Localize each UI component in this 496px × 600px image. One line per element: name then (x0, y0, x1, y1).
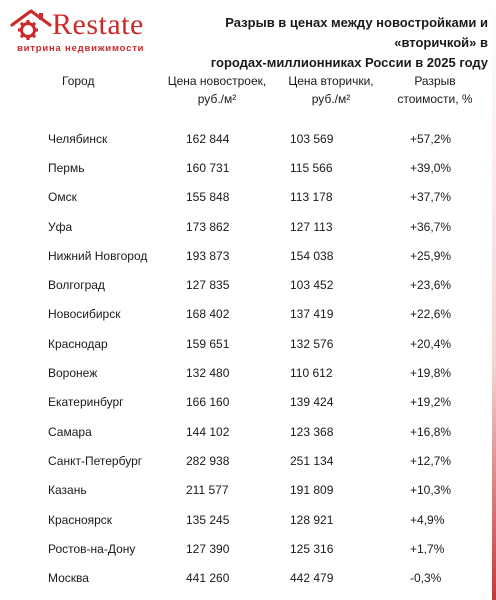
cell-price-gap: +19,8% (410, 366, 452, 381)
cell-price-gap: +12,7% (410, 453, 452, 468)
cell-new-price: 162 844 (186, 131, 230, 146)
cell-new-price: 441 260 (186, 571, 230, 586)
title-line-2: городах-миллионниках России в 2025 году (210, 55, 488, 70)
table-row: Омск 155 848 113 178 +37,7% (40, 183, 480, 212)
cell-city: Ростов-на-Дону (48, 541, 136, 556)
cell-secondary-price: 251 134 (290, 453, 334, 468)
table-row: Краснодар 159 651 132 576 +20,4% (40, 329, 480, 358)
cell-price-gap: +25,9% (410, 248, 452, 263)
cell-new-price: 211 577 (186, 483, 229, 498)
header-new-price: Цена новостроек, руб./м² (167, 74, 267, 106)
cell-new-price: 144 102 (186, 424, 230, 439)
table-row: Пермь 160 731 115 566 +39,0% (40, 153, 480, 182)
table-row: Екатеринбург 166 160 139 424 +19,2% (40, 388, 480, 417)
cell-city: Нижний Новгород (48, 248, 148, 263)
brand-logo: Restate витрина недвижимости (8, 8, 168, 54)
table-header-row: Город Цена новостроек, руб./м² Цена втор… (40, 72, 480, 124)
cell-city: Новосибирск (48, 307, 121, 322)
cell-price-gap: +37,7% (410, 190, 452, 205)
cell-secondary-price: 127 113 (290, 219, 333, 234)
cell-city: Омск (48, 190, 77, 205)
cell-price-gap: +1,7% (410, 541, 445, 556)
cell-city: Краснодар (48, 336, 108, 351)
cell-secondary-price: 154 038 (290, 248, 334, 263)
cell-city: Екатеринбург (48, 395, 124, 410)
table-row: Казань 211 577 191 809 +10,3% (40, 476, 480, 505)
table-row: Челябинск 162 844 103 569 +57,2% (40, 124, 480, 153)
cell-new-price: 193 873 (186, 248, 230, 263)
table-row: Красноярск 135 245 128 921 +4,9% (40, 505, 480, 534)
cell-price-gap: +16,8% (410, 424, 452, 439)
table-row: Ростов-на-Дону 127 390 125 316 +1,7% (40, 534, 480, 563)
table-row: Волгоград 127 835 103 452 +23,6% (40, 270, 480, 299)
cell-new-price: 155 848 (186, 190, 230, 205)
cell-city: Челябинск (48, 131, 108, 146)
cell-price-gap: +22,6% (410, 307, 452, 322)
cell-city: Санкт-Петербург (48, 453, 143, 468)
table-row: Новосибирск 168 402 137 419 +22,6% (40, 300, 480, 329)
cell-price-gap: +19,2% (410, 395, 452, 410)
cell-price-gap: +36,7% (410, 219, 452, 234)
cell-secondary-price: 103 569 (290, 131, 334, 146)
table-row: Самара 144 102 123 368 +16,8% (40, 417, 480, 446)
table-row: Уфа 173 862 127 113 +36,7% (40, 212, 480, 241)
house-gear-icon (10, 9, 52, 40)
cell-secondary-price: 128 921 (290, 512, 334, 527)
cell-city: Волгоград (48, 278, 105, 293)
table-row: Воронеж 132 480 110 612 +19,8% (40, 358, 480, 387)
cell-price-gap: +57,2% (410, 131, 452, 146)
cell-new-price: 173 862 (186, 219, 230, 234)
edge-accent-strip (492, 0, 496, 600)
cell-city: Москва (48, 571, 89, 586)
cell-new-price: 160 731 (186, 160, 230, 175)
cell-city: Воронеж (48, 366, 98, 381)
cell-price-gap: +10,3% (410, 483, 452, 498)
cell-secondary-price: 110 612 (290, 366, 333, 381)
header-secondary-price: Цена вторички, руб./м² (288, 74, 374, 106)
table-row: Санкт-Петербург 282 938 251 134 +12,7% (40, 446, 480, 475)
table-row: Москва 441 260 442 479 -0,3% (40, 563, 480, 592)
table-row: Нижний Новгород 193 873 154 038 +25,9% (40, 241, 480, 270)
cell-secondary-price: 137 419 (290, 307, 334, 322)
cell-price-gap: +23,6% (410, 278, 452, 293)
header-price-gap: Разрыв стоимости, % (397, 74, 473, 106)
title-line-1: Разрыв в ценах между новостройками и «вт… (225, 15, 488, 50)
cell-city: Красноярск (48, 512, 113, 527)
header-city: Город (62, 74, 95, 88)
cell-price-gap: -0,3% (410, 571, 442, 586)
cell-new-price: 135 245 (186, 512, 230, 527)
cell-price-gap: +4,9% (410, 512, 445, 527)
cell-new-price: 127 835 (186, 278, 230, 293)
logo-wordmark: Restate (52, 8, 144, 41)
cell-new-price: 132 480 (186, 366, 230, 381)
cell-secondary-price: 123 368 (290, 424, 334, 439)
cell-secondary-price: 103 452 (290, 278, 334, 293)
cell-new-price: 159 651 (186, 336, 230, 351)
cell-new-price: 282 938 (186, 453, 230, 468)
cell-city: Самара (48, 424, 92, 439)
cell-secondary-price: 115 566 (290, 160, 333, 175)
cell-price-gap: +20,4% (410, 336, 452, 351)
cell-secondary-price: 191 809 (290, 483, 334, 498)
cell-new-price: 168 402 (186, 307, 230, 322)
cell-city: Уфа (48, 219, 73, 234)
cell-new-price: 127 390 (186, 541, 230, 556)
price-gap-table: Город Цена новостроек, руб./м² Цена втор… (40, 72, 480, 593)
cell-price-gap: +39,0% (410, 160, 452, 175)
cell-secondary-price: 139 424 (290, 395, 334, 410)
cell-secondary-price: 125 316 (290, 541, 334, 556)
cell-city: Пермь (48, 160, 85, 175)
cell-secondary-price: 442 479 (290, 571, 334, 586)
cell-new-price: 166 160 (186, 395, 230, 410)
cell-secondary-price: 113 178 (290, 190, 333, 205)
page-title: Разрыв в ценах между новостройками и «вт… (170, 13, 488, 73)
logo-tagline: витрина недвижимости (17, 43, 145, 54)
cell-city: Казань (48, 483, 87, 498)
cell-secondary-price: 132 576 (290, 336, 334, 351)
